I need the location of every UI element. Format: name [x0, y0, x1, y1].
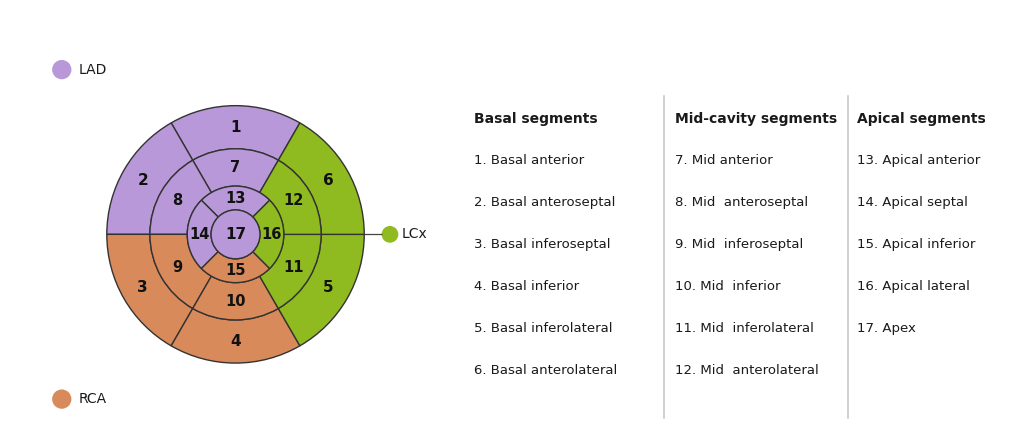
Text: 17. Apex: 17. Apex — [856, 322, 915, 335]
Text: 16. Apical lateral: 16. Apical lateral — [856, 280, 970, 293]
Text: 10. Mid  inferior: 10. Mid inferior — [675, 280, 780, 293]
Text: LCx: LCx — [401, 227, 427, 241]
Text: 14: 14 — [189, 227, 209, 242]
Text: 2: 2 — [137, 173, 148, 188]
Wedge shape — [260, 234, 322, 309]
Wedge shape — [202, 186, 269, 217]
Wedge shape — [279, 123, 365, 234]
Text: 5. Basal inferolateral: 5. Basal inferolateral — [474, 322, 612, 335]
Text: 11. Mid  inferolateral: 11. Mid inferolateral — [675, 322, 814, 335]
Text: 10: 10 — [225, 294, 246, 309]
Text: 6: 6 — [323, 173, 334, 188]
Text: 14. Apical septal: 14. Apical septal — [856, 196, 968, 209]
Circle shape — [52, 389, 72, 409]
Text: 13. Apical anterior: 13. Apical anterior — [856, 155, 980, 168]
Wedge shape — [187, 200, 218, 269]
Text: 4: 4 — [230, 334, 241, 349]
Text: 5: 5 — [323, 280, 334, 296]
Text: 16: 16 — [262, 227, 282, 242]
Text: Apical segments: Apical segments — [856, 112, 985, 125]
Text: 12: 12 — [284, 194, 304, 208]
Wedge shape — [253, 200, 284, 269]
Text: 7. Mid anterior: 7. Mid anterior — [675, 155, 773, 168]
Text: 2. Basal anteroseptal: 2. Basal anteroseptal — [474, 196, 615, 209]
Text: 17: 17 — [225, 227, 246, 242]
Wedge shape — [279, 234, 365, 346]
Text: 1. Basal anterior: 1. Basal anterior — [474, 155, 585, 168]
Wedge shape — [171, 309, 300, 363]
Text: 12. Mid  anterolateral: 12. Mid anterolateral — [675, 364, 819, 377]
Text: 15. Apical inferior: 15. Apical inferior — [856, 238, 975, 251]
Text: RCA: RCA — [79, 392, 106, 406]
Text: 15: 15 — [225, 263, 246, 278]
Text: 6. Basal anterolateral: 6. Basal anterolateral — [474, 364, 617, 377]
Text: 1: 1 — [230, 120, 241, 135]
Wedge shape — [193, 276, 279, 320]
Text: LAD: LAD — [79, 62, 106, 77]
Circle shape — [52, 60, 72, 79]
Text: 3. Basal inferoseptal: 3. Basal inferoseptal — [474, 238, 610, 251]
Wedge shape — [106, 123, 193, 234]
Wedge shape — [106, 234, 193, 346]
Text: 8: 8 — [172, 194, 182, 208]
Text: Mid-cavity segments: Mid-cavity segments — [675, 112, 838, 125]
Text: Basal segments: Basal segments — [474, 112, 598, 125]
Circle shape — [211, 210, 260, 259]
Text: 3: 3 — [137, 280, 148, 296]
Text: 13: 13 — [225, 191, 246, 206]
Wedge shape — [171, 105, 300, 160]
Text: Bull’s-eye plot of segments and coronary arterial territory: Bull’s-eye plot of segments and coronary… — [8, 20, 432, 34]
Wedge shape — [150, 160, 211, 234]
Circle shape — [382, 226, 398, 243]
Wedge shape — [193, 149, 279, 193]
Text: 9: 9 — [172, 260, 182, 275]
Text: 8. Mid  anteroseptal: 8. Mid anteroseptal — [675, 196, 808, 209]
Wedge shape — [150, 234, 211, 309]
Wedge shape — [202, 252, 269, 283]
Text: 9. Mid  inferoseptal: 9. Mid inferoseptal — [675, 238, 804, 251]
Text: 11: 11 — [284, 260, 304, 275]
Text: 4. Basal inferior: 4. Basal inferior — [474, 280, 580, 293]
Wedge shape — [260, 160, 322, 234]
Text: 7: 7 — [230, 160, 241, 175]
